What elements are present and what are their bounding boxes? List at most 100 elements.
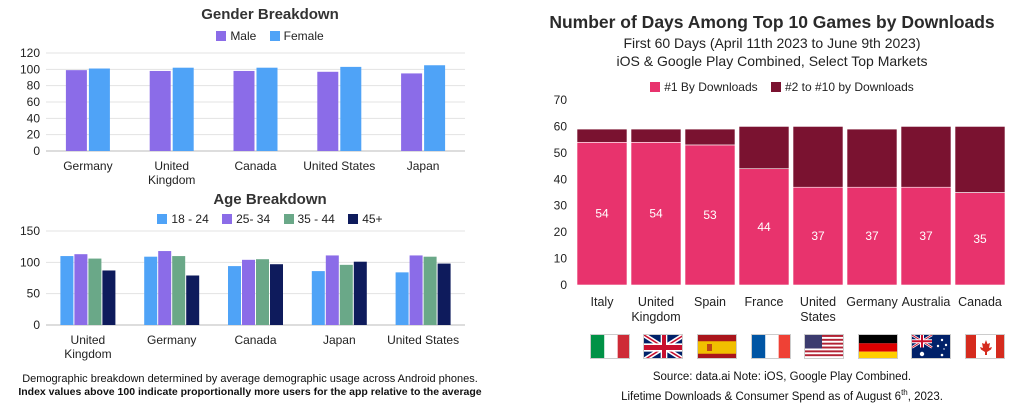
bar-male-canada [233,70,255,151]
bar-18-24-united-states [395,272,409,325]
bar-25-34-japan [325,255,339,325]
legend-swatch-45-plus [348,214,359,224]
data-label: 54 [649,207,663,221]
x-tick-label: Kingdom [148,173,195,187]
y-tick-label: 0 [33,318,40,332]
x-tick-label: Kingdom [631,310,680,324]
right-footnote-line2: Lifetime Downloads & Consumer Spend as o… [540,385,1024,405]
y-tick-label: 40 [27,111,41,125]
y-tick-label: 20 [27,128,41,142]
bar-female-canada [256,67,278,151]
y-tick-label: 20 [554,225,568,239]
france-flag [751,334,791,359]
bar-2-to-10-by-downloads-germany [846,128,898,188]
left-footnote: Demographic breakdown determined by aver… [0,373,500,399]
bar-2-to-10-by-downloads-united-states [792,126,844,188]
y-tick-label: 30 [554,199,568,213]
flag-row [578,334,1018,360]
legend-label-male: Male [230,29,257,43]
y-tick-label: 100 [20,62,40,76]
x-tick-label: France [745,295,784,309]
italy-flag [590,334,630,359]
bar-male-united-states [317,71,339,151]
usa-flag [804,334,844,359]
bar-25-34-united-kingdom [74,254,88,325]
x-tick-label: Germany [63,159,112,173]
y-tick-label: 150 [20,224,40,238]
days-legend: #1 By Downloads #2 to #10 by Downloads [540,80,1024,95]
bar-female-united-states [340,66,362,151]
age-chart-panel: Age Breakdown 18 - 24 25- 34 35 - 44 45+… [0,190,500,370]
x-tick-label: United States [303,159,375,173]
y-tick-label: 10 [554,252,568,266]
y-tick-label: 40 [554,172,568,186]
bar-35-44-united-kingdom [88,258,102,325]
days-chart-subtitle-1: First 60 Days (April 11th 2023 to June 9… [623,35,921,51]
data-label: 37 [811,229,825,243]
bar-45-united-kingdom [102,270,116,325]
x-tick-label: Germany [147,333,196,347]
x-tick-label: Australia [902,295,951,309]
bar-1-by-downloads-germany [846,186,898,286]
bar-2-to-10-by-downloads-france [738,126,790,170]
bar-1-by-downloads-united-kingdom [630,141,682,286]
legend-item-35-44: 35 - 44 [283,212,335,226]
australia-flag [911,334,951,359]
bar-35-44-germany [172,256,186,325]
bar-18-24-united-kingdom [60,256,74,325]
x-tick-label: Germany [846,295,898,309]
legend-swatch-25-34 [222,214,233,224]
x-tick-label: United [154,159,189,173]
legend-item-18-24: 18 - 24 [157,212,209,226]
bar-25-34-canada [242,259,255,325]
legend-swatch-35-44 [283,214,294,224]
y-tick-label: 80 [27,79,41,93]
gender-legend: Male Female [40,29,500,44]
right-footnote: Source: data.ai Note: iOS, Google Play C… [540,370,1024,405]
legend-item-25-34: 25- 34 [222,212,270,226]
right-footnote-line1: Source: data.ai Note: iOS, Google Play C… [652,371,912,383]
y-tick-label: 0 [560,278,567,292]
uk-flag [643,334,683,359]
legend-swatch-female [269,31,280,41]
data-label: 35 [973,232,987,246]
gender-chart-title: Gender Breakdown [201,6,339,23]
x-tick-label: Canada [234,159,276,173]
y-tick-label: 100 [20,255,40,269]
y-tick-label: 60 [27,95,41,109]
legend-label-rank2-10: #2 to #10 by Downloads [784,80,914,94]
data-label: 54 [595,207,609,221]
bar-35-44-japan [339,264,353,325]
x-tick-label: Japan [407,159,440,173]
days-chart-subtitle-2: iOS & Google Play Combined, Select Top M… [616,53,928,69]
age-legend: 18 - 24 25- 34 35 - 44 45+ [40,212,500,227]
bar-25-34-germany [158,251,172,325]
legend-item-rank1: #1 By Downloads [650,80,758,94]
legend-item-45-plus: 45+ [348,212,383,226]
legend-swatch-rank2-10 [770,82,781,92]
legend-label-25-34: 25- 34 [236,212,271,226]
data-label: 37 [919,229,933,243]
bar-1-by-downloads-france [738,168,790,286]
legend-swatch-18-24 [157,214,168,224]
y-tick-label: 60 [554,119,568,133]
x-tick-label: States [800,310,835,324]
data-label: 53 [703,208,717,222]
legend-item-female: Female [269,29,324,43]
x-tick-label: Kingdom [64,347,111,361]
right-footnote-line2-main: Lifetime Downloads & Consumer Spend as o… [621,390,902,403]
y-tick-label: 0 [33,144,40,158]
bar-female-japan [424,65,446,151]
right-footnote-line2-sup: th [901,388,908,397]
x-tick-label: United [638,295,674,309]
age-chart-title: Age Breakdown [213,191,327,208]
bar-2-to-10-by-downloads-canada [954,126,1006,193]
legend-swatch-rank1 [650,82,661,92]
bar-female-germany [88,68,110,151]
bar-2-to-10-by-downloads-spain [684,128,736,146]
bar-female-united-kingdom [172,67,194,151]
bar-2-to-10-by-downloads-italy [576,128,628,143]
y-tick-label: 120 [20,46,40,60]
